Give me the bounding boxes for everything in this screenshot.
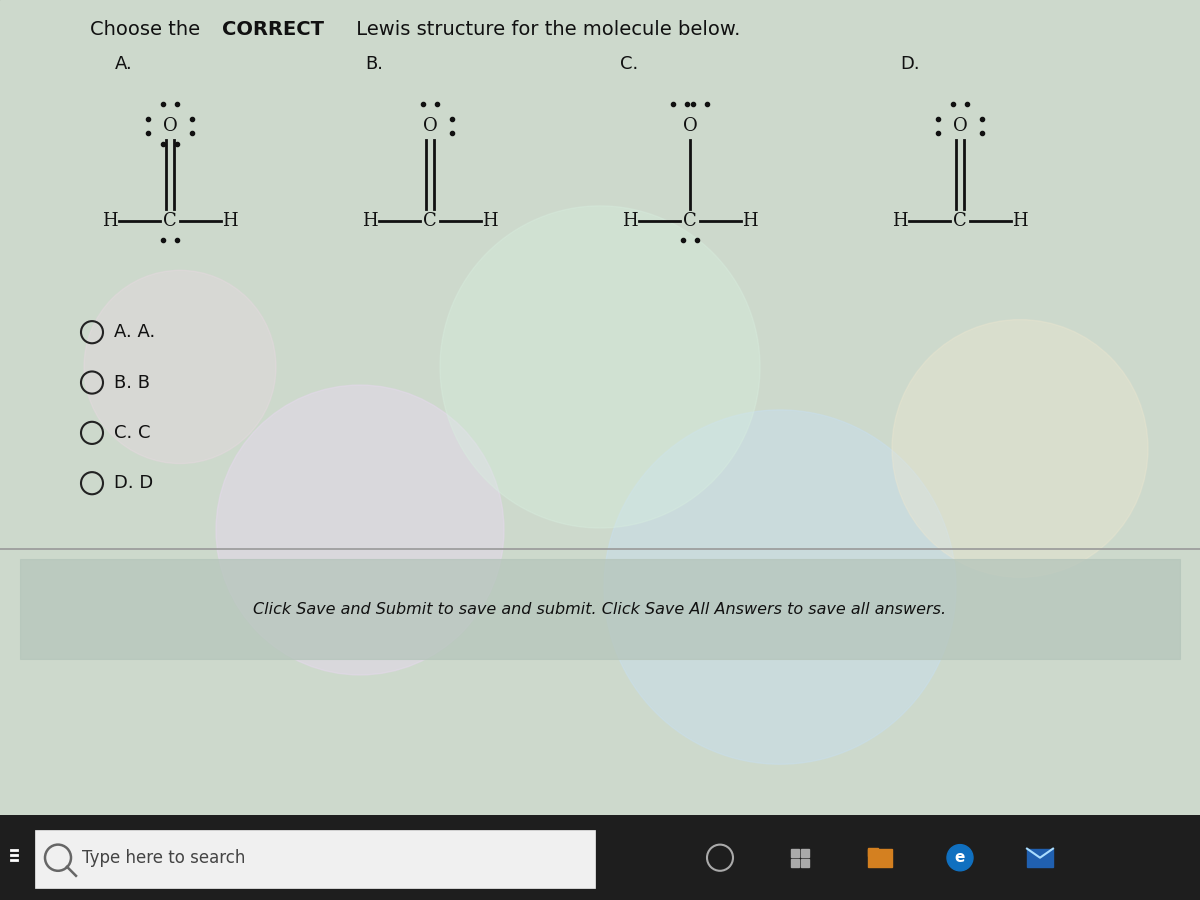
Text: H: H xyxy=(622,212,638,230)
Bar xyxy=(802,849,809,857)
Circle shape xyxy=(947,844,973,871)
Bar xyxy=(802,859,809,867)
Circle shape xyxy=(440,206,760,528)
Text: O: O xyxy=(683,117,697,135)
Bar xyxy=(791,849,799,857)
Bar xyxy=(20,559,1180,660)
Bar xyxy=(868,848,878,856)
Text: O: O xyxy=(163,117,178,135)
Text: D.: D. xyxy=(900,56,919,74)
Bar xyxy=(1027,849,1054,867)
Text: CORRECT: CORRECT xyxy=(222,20,324,39)
Text: A.: A. xyxy=(115,56,133,74)
Text: B.: B. xyxy=(365,56,383,74)
Text: C: C xyxy=(683,212,697,230)
Text: C: C xyxy=(424,212,437,230)
Text: Lewis structure for the molecule below.: Lewis structure for the molecule below. xyxy=(350,20,740,39)
Text: Click Save and Submit to save and submit. Click Save All Answers to save all ans: Click Save and Submit to save and submit… xyxy=(253,601,947,617)
Text: H: H xyxy=(222,212,238,230)
Text: B. B: B. B xyxy=(114,374,150,392)
Text: C: C xyxy=(163,212,176,230)
Text: e: e xyxy=(955,850,965,865)
Text: O: O xyxy=(422,117,437,135)
Text: Choose the: Choose the xyxy=(90,20,206,39)
Circle shape xyxy=(892,320,1148,577)
Text: H: H xyxy=(362,212,378,230)
Bar xyxy=(35,830,595,888)
Circle shape xyxy=(604,410,956,764)
Text: C. C: C. C xyxy=(114,424,150,442)
Text: D. D: D. D xyxy=(114,474,154,492)
Text: H: H xyxy=(742,212,758,230)
Text: H: H xyxy=(1012,212,1028,230)
Text: C: C xyxy=(953,212,967,230)
Bar xyxy=(791,859,799,867)
Text: H: H xyxy=(102,212,118,230)
Text: H: H xyxy=(482,212,498,230)
Text: O: O xyxy=(953,117,967,135)
Circle shape xyxy=(216,385,504,675)
Circle shape xyxy=(84,270,276,464)
Bar xyxy=(868,849,892,867)
Text: C.: C. xyxy=(620,56,638,74)
Text: A. A.: A. A. xyxy=(114,323,155,341)
Text: H: H xyxy=(892,212,908,230)
Text: Type here to search: Type here to search xyxy=(82,849,245,867)
